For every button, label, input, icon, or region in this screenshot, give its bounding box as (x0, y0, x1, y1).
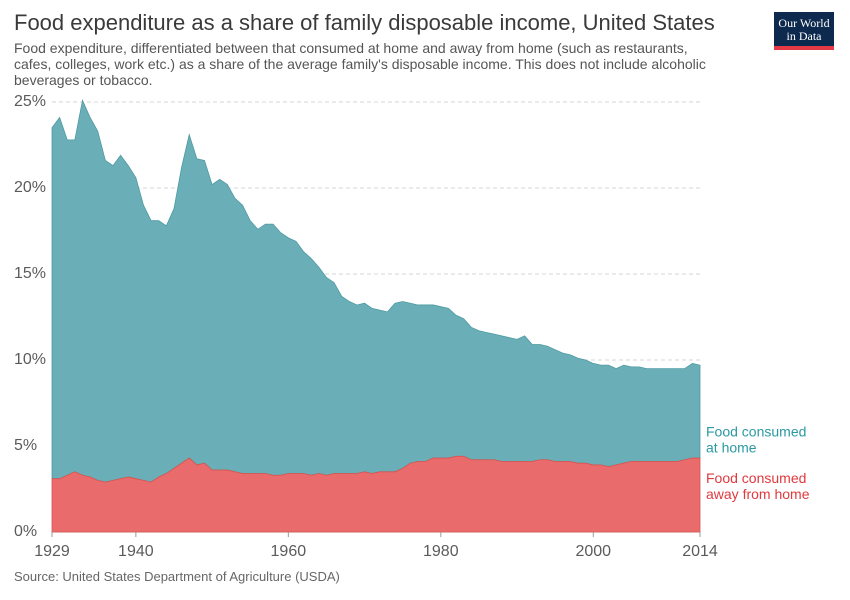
logo-line-2: in Data (786, 29, 822, 43)
source-note: Source: United States Department of Agri… (14, 569, 340, 584)
series-label-food-at-home: Food consumed (706, 424, 806, 440)
our-world-in-data-logo[interactable]: Our World in Data (774, 12, 834, 50)
x-tick-label: 2000 (575, 543, 611, 560)
chart-subtitle: Food expenditure, differentiated between… (14, 40, 706, 88)
x-tick-label: 1940 (118, 543, 154, 560)
y-tick-label: 10% (14, 351, 46, 368)
series-label-food-away-from-home: away from home (706, 486, 810, 502)
x-axis-ticks: 1929 1940 1960 1980 2000 2014 (34, 532, 718, 560)
y-tick-label: 0% (14, 523, 37, 540)
logo-line-1: Our World (778, 16, 830, 30)
x-tick-label: 1929 (34, 543, 70, 560)
y-tick-label: 15% (14, 265, 46, 282)
x-tick-label: 2014 (682, 543, 718, 560)
series-label-food-at-home: at home (706, 440, 757, 456)
x-tick-label: 1980 (423, 543, 459, 560)
series-area-food-away-from-home (51, 455, 701, 533)
y-axis-ticks: 0% 5% 10% 15% 20% 25% (14, 93, 46, 540)
y-tick-label: 20% (14, 179, 46, 196)
y-tick-label: 25% (14, 93, 46, 110)
x-tick-label: 1960 (271, 543, 307, 560)
area-series (51, 98, 701, 533)
series-area-food-at-home (51, 98, 701, 483)
chart-title: Food expenditure as a share of family di… (14, 10, 715, 35)
series-label-food-away-from-home: Food consumed (706, 470, 806, 486)
y-tick-label: 5% (14, 437, 37, 454)
